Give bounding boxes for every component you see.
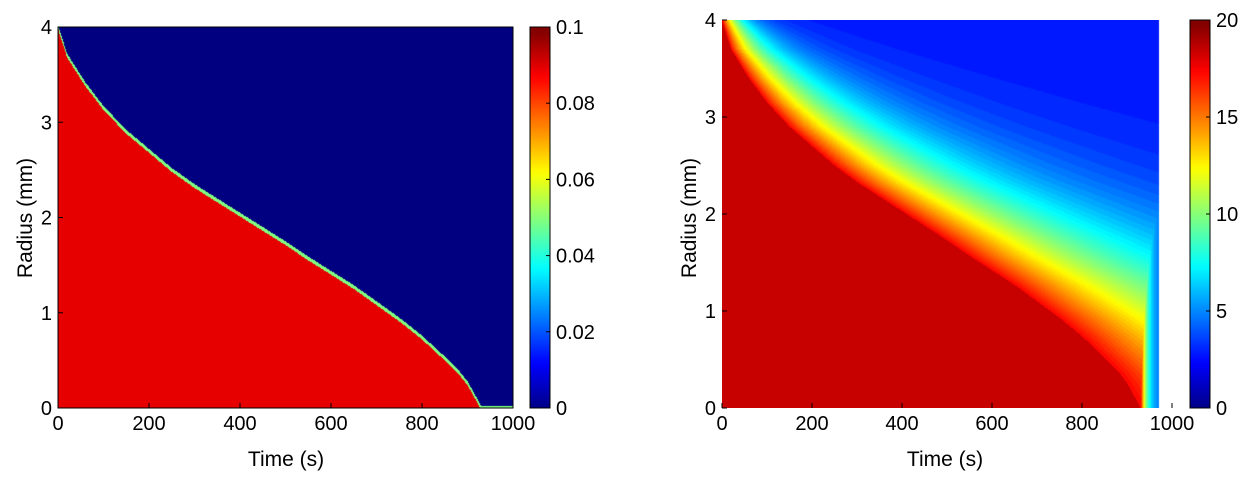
colorbar-tick-label: 20 xyxy=(1216,10,1238,32)
colorbar-tick-label: 0.04 xyxy=(556,246,595,268)
y-tick-label: 1 xyxy=(41,303,52,325)
left-x-ticks: 0 200 400 600 800 1000 xyxy=(52,403,535,435)
colorbar-tick-label: 0 xyxy=(1216,398,1227,420)
left-x-axis-label: Time (s) xyxy=(248,448,324,471)
right-x-axis-label: Time (s) xyxy=(907,448,983,471)
x-tick-label: 1000 xyxy=(491,413,536,435)
x-tick-label: 200 xyxy=(795,413,828,435)
right-heatmap xyxy=(722,20,1172,408)
y-tick-label: 3 xyxy=(41,112,52,134)
colorbar-tick-label: 0.02 xyxy=(556,322,595,344)
x-tick-label: 400 xyxy=(223,413,256,435)
right-y-ticks: 0 1 2 3 4 xyxy=(705,10,727,420)
right-colorbar-ticks: 0 5 10 15 20 xyxy=(1206,10,1238,420)
x-tick-label: 600 xyxy=(975,413,1008,435)
x-tick-label: 1000 xyxy=(1150,413,1195,435)
y-tick-label: 4 xyxy=(41,17,52,39)
colorbar-tick-label: 0.1 xyxy=(556,17,584,39)
y-tick-label: 1 xyxy=(705,301,716,323)
left-y-ticks: 0 1 2 3 4 xyxy=(41,17,63,420)
colorbar-tick-label: 5 xyxy=(1216,301,1227,323)
y-tick-label: 0 xyxy=(41,398,52,420)
colorbar-tick-label: 0 xyxy=(556,398,567,420)
y-tick-label: 2 xyxy=(41,208,52,230)
right-y-axis-label: Radius (mm) xyxy=(678,158,701,278)
colorbar-tick-label: 0.08 xyxy=(556,93,595,115)
y-tick-label: 0 xyxy=(705,398,716,420)
left-heatmap xyxy=(58,27,513,408)
y-tick-label: 2 xyxy=(705,204,716,226)
x-tick-label: 0 xyxy=(52,413,63,435)
x-tick-label: 800 xyxy=(405,413,438,435)
left-panel: 0 200 400 600 800 1000 0 1 2 3 4 Time (s) Radius … xyxy=(14,17,595,471)
left-colorbar xyxy=(529,26,551,409)
x-tick-label: 800 xyxy=(1065,413,1098,435)
colorbar-tick-label: 15 xyxy=(1216,107,1238,129)
colorbar-tick-label: 0.06 xyxy=(556,169,595,191)
x-tick-label: 0 xyxy=(716,413,727,435)
x-tick-label: 600 xyxy=(314,413,347,435)
y-tick-label: 3 xyxy=(705,107,716,129)
y-tick-label: 4 xyxy=(705,10,716,32)
x-tick-label: 200 xyxy=(132,413,165,435)
left-y-axis-label: Radius (mm) xyxy=(14,158,37,278)
x-tick-label: 400 xyxy=(885,413,918,435)
colorbar-tick-label: 10 xyxy=(1216,204,1238,226)
right-x-ticks: 0 200 400 600 800 1000 xyxy=(716,403,1194,435)
left-colorbar-ticks: 0 0.02 0.04 0.06 0.08 0.1 xyxy=(546,17,595,420)
